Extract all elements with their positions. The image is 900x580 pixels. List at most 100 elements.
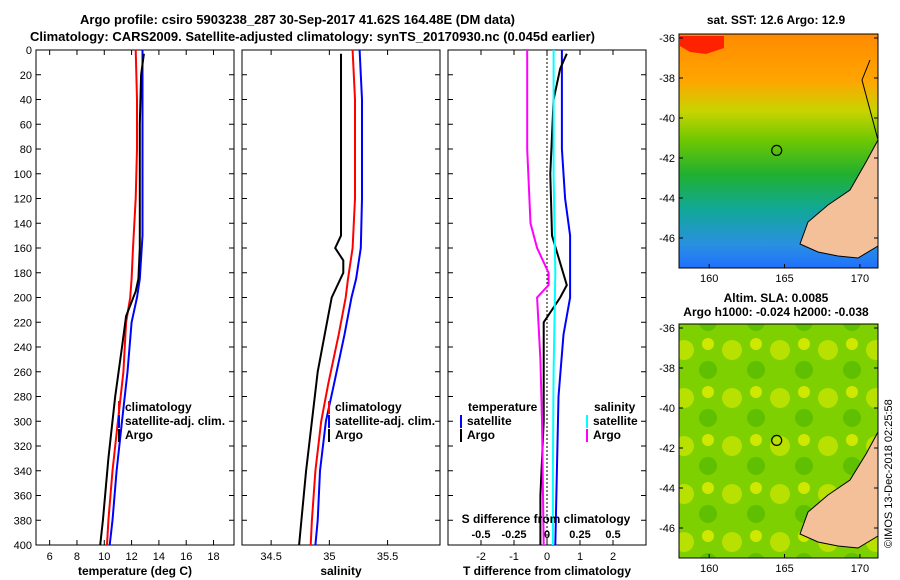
salinity-diff-tick-label: 0.5 [605, 529, 620, 541]
difference-secondary-xlabel: S difference from climatology [462, 512, 631, 526]
depth-tick-label: 380 [14, 515, 32, 527]
differences-xtick-label: -2 [476, 551, 486, 563]
salinity-plot: 34.5 35 35.5 [242, 49, 440, 563]
depth-tick-label: 140 [14, 218, 32, 230]
legend-label-satellite: satellite-adj. clim. [335, 414, 435, 428]
sla-map: Altim. SLA: 0.0085 Argo h1000: -0.024 h2… [659, 291, 879, 575]
sla_map-ytick-label: -42 [659, 443, 675, 455]
salinity-legend: climatology satellite-adj. clim. Argo [328, 400, 435, 442]
title-line-2: Climatology: CARS2009. Satellite-adjuste… [30, 29, 595, 44]
argo-position-marker [771, 434, 783, 446]
differences-series-temperature-satellite [554, 50, 572, 546]
salinity-series-satellite-adj-clim- [314, 49, 363, 546]
temperature-series-argo [99, 53, 145, 546]
profile-plots: 6 8 10 12 14 16 180204060801001201401601802002… [14, 45, 646, 563]
difference-legend: temperature satellite Argo salinity sate… [460, 400, 638, 442]
depth-tick-label: 280 [14, 392, 32, 404]
coastline [861, 59, 879, 141]
temperature-panel [35, 49, 235, 546]
temperature-xtick-label: 10 [98, 551, 110, 563]
depth-tick-label: 220 [14, 317, 32, 329]
sla_map-ytick-label: -36 [659, 323, 675, 335]
depth-tick-label: 400 [14, 540, 32, 552]
temperature-series-climatology [106, 49, 138, 546]
sst-map-title: sat. SST: 12.6 Argo: 12.9 [707, 13, 846, 27]
sla-map-frame [678, 323, 879, 559]
sst_map-ytick-label: -42 [659, 153, 675, 165]
depth-tick-label: 40 [20, 95, 32, 107]
depth-tick-label: 20 [20, 70, 32, 82]
legend-title-temperature: temperature [468, 400, 538, 414]
legend-label-climatology: climatology [335, 400, 402, 414]
temperature-xtick-label: 14 [153, 551, 165, 563]
sla-map-title-2: Argo h1000: -0.024 h2000: -0.038 [683, 305, 869, 319]
temperature-xtick-label: 12 [125, 551, 137, 563]
salinity-diff-tick-label: -0.25 [501, 529, 526, 541]
sla_map-ytick-label: -46 [659, 523, 675, 535]
salinity-series-argo [298, 53, 345, 546]
sla_map-ytick-label: -44 [659, 483, 675, 495]
temperature-xtick-label: 6 [47, 551, 53, 563]
legend-label-t-argo: Argo [467, 428, 495, 442]
temperature-xtick-label: 18 [207, 551, 219, 563]
depth-tick-label: 300 [14, 416, 32, 428]
depth-tick-label: 0 [26, 45, 32, 57]
salinity-diff-tick-label: 0.25 [569, 529, 590, 541]
differences-xtick-label: -1 [509, 551, 519, 563]
depth-tick-label: 120 [14, 194, 32, 206]
sla_map-ytick-label: -40 [659, 403, 675, 415]
legend-label-s-satellite: satellite [593, 414, 638, 428]
depth-tick-label: 260 [14, 367, 32, 379]
sla_map-ytick-label: -38 [659, 363, 675, 375]
salinity-xtick-label: 35 [323, 551, 335, 563]
title-line-1: Argo profile: csiro 5903238_287 30-Sep-2… [80, 12, 515, 27]
legend-label-argo: Argo [125, 428, 153, 442]
salinity-xlabel: salinity [320, 564, 362, 578]
temperature-legend: climatology satellite-adj. clim. Argo [118, 400, 225, 442]
salinity-xtick-label: 34.5 [260, 551, 281, 563]
sla_map-xtick-label: 170 [851, 563, 869, 575]
depth-tick-label: 160 [14, 243, 32, 255]
legend-label-s-argo: Argo [593, 428, 621, 442]
depth-tick-label: 320 [14, 441, 32, 453]
depth-tick-label: 180 [14, 268, 32, 280]
depth-tick-label: 240 [14, 342, 32, 354]
temperature-xtick-label: 16 [180, 551, 192, 563]
sst_map-ytick-label: -38 [659, 73, 675, 85]
depth-tick-label: 340 [14, 466, 32, 478]
salinity-diff-tick-label: -0.5 [472, 529, 491, 541]
sst_map-ytick-label: -44 [659, 193, 675, 205]
land-south-island [799, 431, 879, 549]
sst_map-ytick-label: -46 [659, 233, 675, 245]
temperature-series-satellite-adj-clim- [108, 50, 144, 546]
sla_map-xtick-label: 160 [700, 563, 718, 575]
salinity-xtick-label: 35.5 [377, 551, 398, 563]
sst_map-ytick-label: -36 [659, 33, 675, 45]
sla_map-xtick-label: 165 [775, 563, 793, 575]
sst-map: sat. SST: 12.6 Argo: 12.9 160 165 170 -36 -3… [659, 13, 879, 285]
salinity-series-climatology [309, 49, 356, 546]
depth-tick-label: 60 [20, 119, 32, 131]
differences-xtick-label: 1 [577, 551, 583, 563]
legend-label-argo: Argo [335, 428, 363, 442]
argo-position-marker [771, 144, 783, 156]
sst_map-xtick-label: 170 [851, 273, 869, 285]
temperature-xlabel: temperature (deg C) [78, 564, 192, 578]
temperature-xtick-label: 8 [74, 551, 80, 563]
legend-label-satellite: satellite-adj. clim. [125, 414, 225, 428]
sst_map-xtick-label: 160 [700, 273, 718, 285]
difference-xlabel: T difference from climatology [463, 564, 631, 578]
sst-warm-patch [680, 36, 724, 54]
depth-tick-label: 360 [14, 491, 32, 503]
differences-series-salinity-argo [526, 50, 550, 546]
watermark: ©IMOS 13-Dec-2018 02:25:58 [883, 399, 895, 548]
sst-map-frame [678, 33, 879, 269]
temperature-plot: 6 8 10 12 14 16 180204060801001201401601802002… [14, 45, 234, 563]
differences-series-salinity-satellite [551, 50, 557, 545]
depth-tick-label: 100 [14, 169, 32, 181]
sla-map-axes: 160 165 170 -36 -38 -40 -42 -44 -46 [659, 323, 878, 575]
legend-title-salinity: salinity [594, 400, 636, 414]
differences-xtick-label: 2 [610, 551, 616, 563]
